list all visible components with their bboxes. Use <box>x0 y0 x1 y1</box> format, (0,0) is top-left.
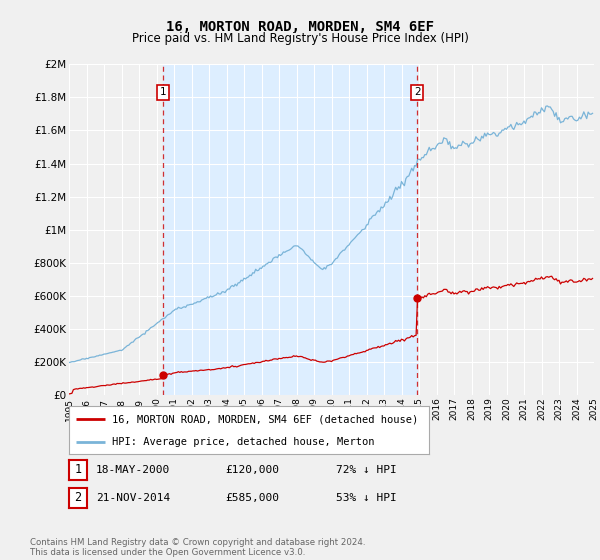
Text: 1: 1 <box>74 463 82 477</box>
Text: 16, MORTON ROAD, MORDEN, SM4 6EF (detached house): 16, MORTON ROAD, MORDEN, SM4 6EF (detach… <box>112 414 418 424</box>
Text: 2: 2 <box>74 491 82 505</box>
Text: 21-NOV-2014: 21-NOV-2014 <box>96 493 170 503</box>
Bar <box>163 64 417 395</box>
Text: 53% ↓ HPI: 53% ↓ HPI <box>336 493 397 503</box>
Text: 16, MORTON ROAD, MORDEN, SM4 6EF: 16, MORTON ROAD, MORDEN, SM4 6EF <box>166 20 434 34</box>
Text: 1: 1 <box>160 87 166 97</box>
Text: 18-MAY-2000: 18-MAY-2000 <box>96 465 170 475</box>
Text: £585,000: £585,000 <box>225 493 279 503</box>
Text: 2: 2 <box>414 87 421 97</box>
Text: £120,000: £120,000 <box>225 465 279 475</box>
Text: 72% ↓ HPI: 72% ↓ HPI <box>336 465 397 475</box>
Text: HPI: Average price, detached house, Merton: HPI: Average price, detached house, Mert… <box>112 437 374 447</box>
Text: Contains HM Land Registry data © Crown copyright and database right 2024.
This d: Contains HM Land Registry data © Crown c… <box>30 538 365 557</box>
Text: Price paid vs. HM Land Registry's House Price Index (HPI): Price paid vs. HM Land Registry's House … <box>131 32 469 45</box>
